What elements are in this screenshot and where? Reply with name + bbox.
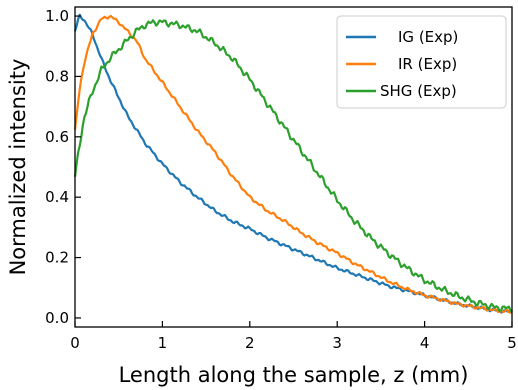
y-tick-label: 0.8: [45, 67, 69, 85]
plot-frame: [74, 6, 513, 328]
x-tick-label: 1: [158, 334, 168, 352]
y-tick-label: 0.6: [45, 128, 69, 146]
x-tick-label: 0: [70, 334, 80, 352]
y-axis-label: Normalized intensity: [6, 59, 30, 276]
legend-label-ir: IR (Exp): [398, 55, 457, 73]
y-tick-label: 0.2: [45, 249, 69, 267]
legend-box: [336, 15, 507, 109]
y-tick-label: 1.0: [45, 7, 69, 25]
y-axis-ticks: 0.0 0.2 0.4 0.6 0.8 1.0: [45, 7, 81, 327]
y-tick-label: 0.4: [45, 188, 69, 206]
x-tick-label: 2: [245, 334, 255, 352]
legend-label-shg: SHG (Exp): [380, 82, 457, 100]
y-tick-label: 0.0: [45, 309, 69, 327]
x-axis-label: Length along the sample, z (mm): [119, 363, 469, 387]
series-layer: [73, 13, 513, 314]
series-line-ir: [73, 14, 513, 314]
legend: IG (Exp) IR (Exp) SHG (Exp): [336, 15, 507, 109]
x-tick-label: 3: [332, 334, 342, 352]
x-tick-label: 4: [420, 334, 430, 352]
series-line-shg: [73, 19, 513, 314]
legend-label-ig: IG (Exp): [398, 28, 458, 46]
x-tick-label: 5: [507, 334, 517, 352]
